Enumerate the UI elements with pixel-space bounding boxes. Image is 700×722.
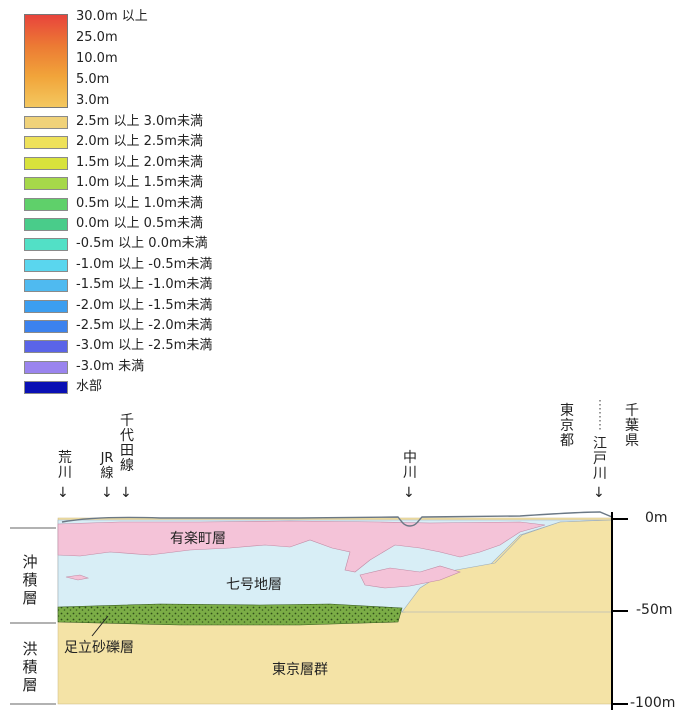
legend-swatch	[24, 360, 68, 374]
legend-swatch	[24, 340, 68, 354]
gradient-label-25: 25.0m	[76, 30, 118, 45]
legend-swatch	[24, 218, 68, 231]
gradient-label-10: 10.0m	[76, 51, 118, 66]
legend-swatch	[24, 279, 68, 293]
label-nanago-layer: 七号地層	[226, 577, 282, 593]
gradient-label-3: 3.0m	[76, 93, 110, 108]
depth-label-100m: -100m	[630, 695, 676, 711]
legend-label: -3.0m 以上 -2.5m未満	[76, 338, 213, 354]
depth-label-50m: -50m	[636, 602, 673, 618]
legend-swatch	[24, 238, 68, 252]
label-chiyoda-line: 千代田線	[120, 413, 134, 474]
legend-row: 2.0m 以上 2.5m未満	[24, 133, 284, 150]
label-yurakucho-layer: 有楽町層	[170, 531, 226, 547]
arrow-jr-line: ↓	[101, 485, 113, 501]
arrow-chiyoda-line: ↓	[120, 485, 132, 501]
legend-row: -2.0m 以上 -1.5m未満	[24, 297, 284, 314]
label-arakawa: 荒川	[58, 450, 72, 481]
gradient-label-30: 30.0m 以上	[76, 9, 148, 24]
ground-surface	[61, 511, 613, 527]
label-edogawa: 江戸川	[593, 436, 607, 482]
yurakucho-layer	[57, 520, 546, 573]
legend-swatch	[24, 299, 68, 313]
gravel-leader-line	[91, 615, 109, 637]
legend-label: -2.5m 以上 -2.0m未満	[76, 318, 213, 333]
label-tokyo-group: 東京層群	[272, 662, 328, 678]
legend-row: -1.0m 以上 -0.5m未満	[24, 256, 284, 273]
legend-row: -2.5m 以上 -2.0m未満	[24, 317, 284, 334]
arrow-nakagawa: ↓	[403, 485, 415, 501]
label-chiba: 千葉県	[625, 403, 639, 449]
legend-swatch	[24, 320, 68, 333]
legend-row: 2.5m 以上 3.0m未満	[24, 113, 284, 130]
adachi-gravel-layer	[57, 603, 403, 626]
label-diluvium: 洪積層	[22, 640, 38, 694]
legend-swatch	[24, 381, 68, 395]
legend-row: 0.0m 以上 0.5m未満	[24, 215, 284, 232]
legend-label: 0.5m 以上 1.0m未満	[76, 195, 203, 211]
legend-label: 2.0m 以上 2.5m未満	[76, 134, 203, 150]
legend-label: -2.0m 以上 -1.5m未満	[76, 297, 213, 313]
label-nakagawa: 中川	[403, 450, 417, 481]
arrow-edogawa: ↓	[593, 485, 605, 501]
arrow-arakawa: ↓	[57, 485, 69, 501]
legend-row: 0.5m 以上 1.0m未満	[24, 195, 284, 212]
legend-swatch	[24, 197, 68, 211]
legend-swatch	[24, 258, 68, 272]
legend-label: -1.0m 以上 -0.5m未満	[76, 256, 213, 272]
legend-label: -3.0m 未満	[76, 358, 145, 374]
yurakucho-lens	[359, 565, 461, 589]
legend-label: -0.5m 以上 0.0m未満	[76, 236, 208, 252]
yurakucho-small-lens	[65, 574, 90, 581]
label-jr-line: JR 線	[100, 451, 114, 481]
legend-swatch	[24, 116, 68, 129]
legend-row: 1.0m 以上 1.5m未満	[24, 174, 284, 191]
legend-swatch	[24, 177, 68, 191]
legend-row: -1.5m 以上 -1.0m未満	[24, 276, 284, 293]
legend-label: 0.0m 以上 0.5m未満	[76, 216, 203, 231]
legend-row: 1.5m 以上 2.0m未満	[24, 154, 284, 171]
depth-label-0m: 0m	[645, 510, 668, 526]
legend-swatch	[24, 136, 68, 150]
legend-row: -3.0m 以上 -2.5m未満	[24, 337, 284, 354]
legend-row: -0.5m 以上 0.0m未満	[24, 235, 284, 252]
legend-label: 2.5m 以上 3.0m未満	[76, 114, 203, 129]
gradient-label-5: 5.0m	[76, 72, 110, 87]
label-alluvium: 沖積層	[22, 553, 38, 607]
label-tokyo-to: 東京都	[560, 403, 574, 449]
legend-row: -3.0m 未満	[24, 358, 284, 375]
legend-label: 1.5m 以上 2.0m未満	[76, 154, 203, 170]
elevation-gradient-swatch	[24, 14, 68, 108]
legend-label: 水部	[76, 379, 103, 395]
legend-label: -1.5m 以上 -1.0m未満	[76, 277, 213, 293]
label-adachi-gravel-layer: 足立砂礫層	[64, 640, 134, 656]
legend-row: 水部	[24, 378, 284, 395]
legend-label: 1.0m 以上 1.5m未満	[76, 175, 203, 191]
legend-swatch	[24, 156, 68, 170]
